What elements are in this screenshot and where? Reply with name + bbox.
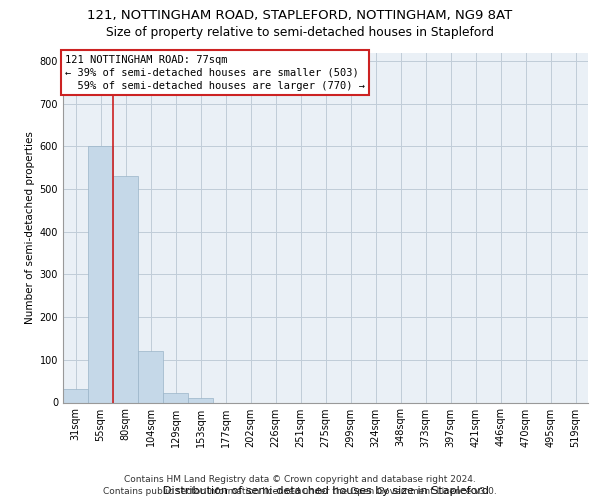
Text: Size of property relative to semi-detached houses in Stapleford: Size of property relative to semi-detach… — [106, 26, 494, 39]
Bar — [113, 176, 138, 402]
Bar — [138, 352, 163, 403]
Bar — [163, 393, 188, 402]
Text: 121 NOTTINGHAM ROAD: 77sqm
← 39% of semi-detached houses are smaller (503)
  59%: 121 NOTTINGHAM ROAD: 77sqm ← 39% of semi… — [65, 54, 365, 91]
X-axis label: Distribution of semi-detached houses by size in Stapleford: Distribution of semi-detached houses by … — [163, 486, 488, 496]
Text: 121, NOTTINGHAM ROAD, STAPLEFORD, NOTTINGHAM, NG9 8AT: 121, NOTTINGHAM ROAD, STAPLEFORD, NOTTIN… — [88, 9, 512, 22]
Bar — [188, 398, 213, 402]
Bar — [63, 389, 88, 402]
Y-axis label: Number of semi-detached properties: Number of semi-detached properties — [25, 131, 35, 324]
Bar — [88, 146, 113, 402]
Text: Contains HM Land Registry data © Crown copyright and database right 2024.
Contai: Contains HM Land Registry data © Crown c… — [103, 474, 497, 496]
